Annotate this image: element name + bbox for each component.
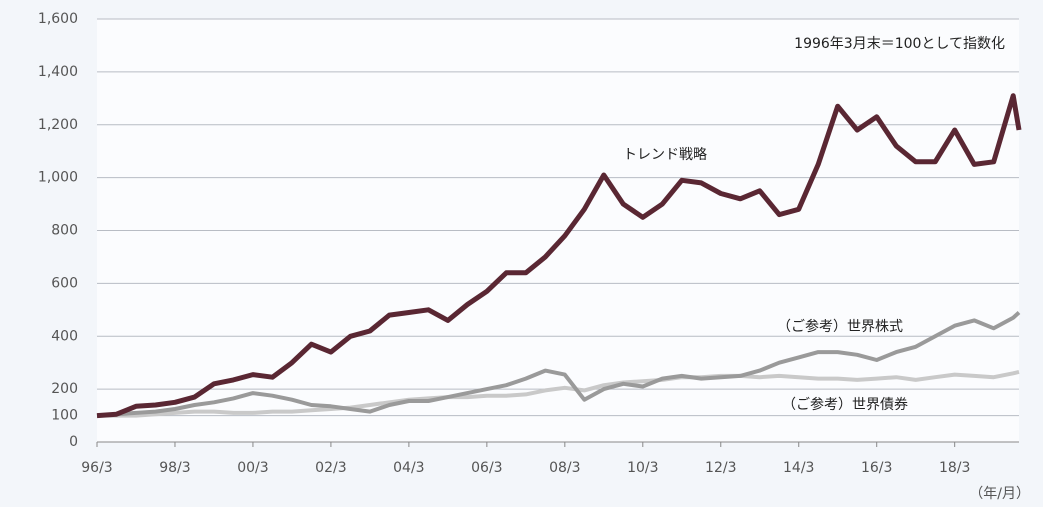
x-tick-label: 98/3 (159, 460, 190, 476)
y-tick-label: 1,400 (38, 64, 78, 80)
y-tick-label: 800 (51, 223, 78, 239)
y-tick-label: 1,200 (38, 117, 78, 133)
x-unit-label: （年/月） (969, 486, 1030, 502)
y-tick-label: 200 (51, 381, 78, 397)
x-tick-label: 16/3 (861, 460, 892, 476)
x-tick-label: 96/3 (81, 460, 112, 476)
x-tick-label: 00/3 (237, 460, 268, 476)
x-tick-label: 02/3 (315, 460, 346, 476)
y-tick-label: 400 (51, 328, 78, 344)
series-label: （ご参考）世界債券 (782, 396, 908, 413)
x-tick-label: 14/3 (783, 460, 814, 476)
series-label: トレンド戦略 (623, 147, 707, 163)
x-tick-label: 18/3 (939, 460, 970, 476)
series-line (96, 311, 1021, 418)
series-line (96, 93, 1022, 419)
x-tick-label: 08/3 (549, 460, 580, 476)
x-tick-label: 10/3 (627, 460, 658, 476)
y-tick-label: 1,600 (38, 11, 78, 27)
x-tick-label: 06/3 (471, 460, 502, 476)
series-label: （ご参考）世界株式 (777, 318, 903, 335)
y-tick-label: 0 (69, 434, 78, 450)
y-tick-label: 600 (51, 275, 78, 291)
series-line (97, 369, 1020, 418)
x-tick-label: 12/3 (705, 460, 736, 476)
x-tick-label: 04/3 (393, 460, 424, 476)
y-tick-label: 100 (51, 408, 78, 424)
y-tick-label: 1,000 (38, 170, 78, 186)
annotation: 1996年3月末＝100として指数化 (794, 36, 1005, 52)
